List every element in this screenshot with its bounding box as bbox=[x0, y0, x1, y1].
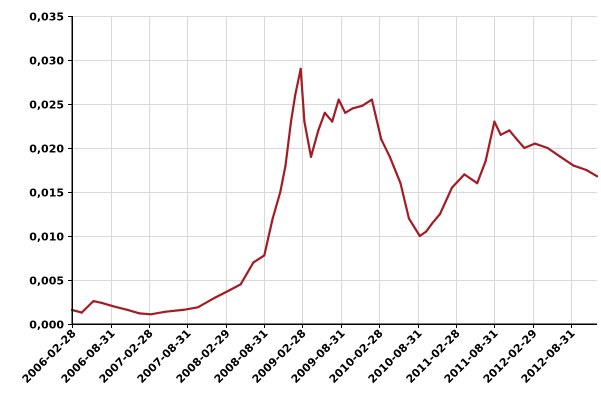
data-point bbox=[438, 212, 442, 216]
data-point bbox=[112, 305, 115, 308]
data-point bbox=[196, 306, 199, 309]
y-tick-label: 0,015 bbox=[29, 187, 64, 200]
data-point bbox=[126, 308, 129, 311]
data-point bbox=[299, 67, 302, 70]
data-point bbox=[294, 94, 297, 97]
data-point bbox=[331, 120, 334, 123]
data-point bbox=[164, 310, 167, 313]
data-point bbox=[100, 301, 103, 304]
y-tick-label: 0,030 bbox=[29, 55, 64, 68]
y-tick-label: 0,025 bbox=[29, 99, 64, 112]
data-point bbox=[80, 311, 83, 314]
data-point bbox=[493, 120, 496, 123]
data-point bbox=[533, 142, 536, 145]
data-point bbox=[309, 155, 313, 158]
data-point bbox=[425, 230, 428, 233]
y-tick-label: 0,035 bbox=[29, 11, 64, 24]
data-point bbox=[214, 296, 217, 299]
data-point bbox=[399, 182, 402, 185]
y-tick-label: 0,020 bbox=[29, 143, 64, 156]
data-point bbox=[284, 164, 287, 167]
data-point bbox=[138, 312, 141, 315]
data-point bbox=[181, 308, 185, 311]
data-point bbox=[463, 173, 466, 176]
y-tick-labels: 0,000 0,005 0,010 0,015 0,020 0,025 0,030 0,035 bbox=[29, 11, 64, 332]
series-line bbox=[70, 67, 599, 316]
data-point bbox=[407, 217, 410, 220]
data-point bbox=[484, 160, 487, 163]
data-point bbox=[361, 104, 364, 107]
data-point bbox=[149, 313, 152, 316]
data-point bbox=[431, 221, 434, 224]
data-point bbox=[252, 261, 255, 264]
data-point bbox=[227, 289, 230, 292]
x-tick-labels: 2006-02-282006-08-312007-02-282007-08-31… bbox=[20, 327, 578, 386]
data-point bbox=[508, 129, 511, 132]
y-tick-label: 0,000 bbox=[29, 319, 64, 332]
data-point bbox=[317, 129, 320, 132]
data-point bbox=[92, 300, 95, 303]
data-point bbox=[499, 133, 502, 136]
grid bbox=[72, 16, 597, 324]
data-point bbox=[239, 283, 242, 286]
data-point bbox=[263, 254, 266, 257]
data-point bbox=[279, 190, 282, 194]
data-point bbox=[559, 155, 562, 158]
data-point bbox=[303, 120, 306, 123]
data-point bbox=[337, 98, 340, 101]
data-point bbox=[323, 111, 326, 114]
data-point bbox=[351, 107, 354, 110]
axes bbox=[68, 16, 597, 328]
data-point bbox=[523, 146, 526, 150]
data-point bbox=[450, 186, 454, 189]
y-tick-label: 0,005 bbox=[29, 275, 64, 288]
data-point bbox=[546, 146, 549, 150]
data-point bbox=[418, 234, 421, 238]
y-tick-label: 0,010 bbox=[29, 231, 64, 244]
data-point bbox=[370, 98, 373, 101]
data-point bbox=[388, 155, 391, 158]
data-point bbox=[585, 168, 588, 172]
data-point bbox=[289, 120, 293, 123]
data-point bbox=[344, 111, 347, 114]
data-point bbox=[380, 138, 383, 141]
data-point bbox=[476, 182, 479, 185]
data-point bbox=[271, 217, 274, 220]
data-point bbox=[595, 175, 599, 178]
data-point bbox=[515, 138, 518, 141]
data-point bbox=[572, 164, 575, 167]
